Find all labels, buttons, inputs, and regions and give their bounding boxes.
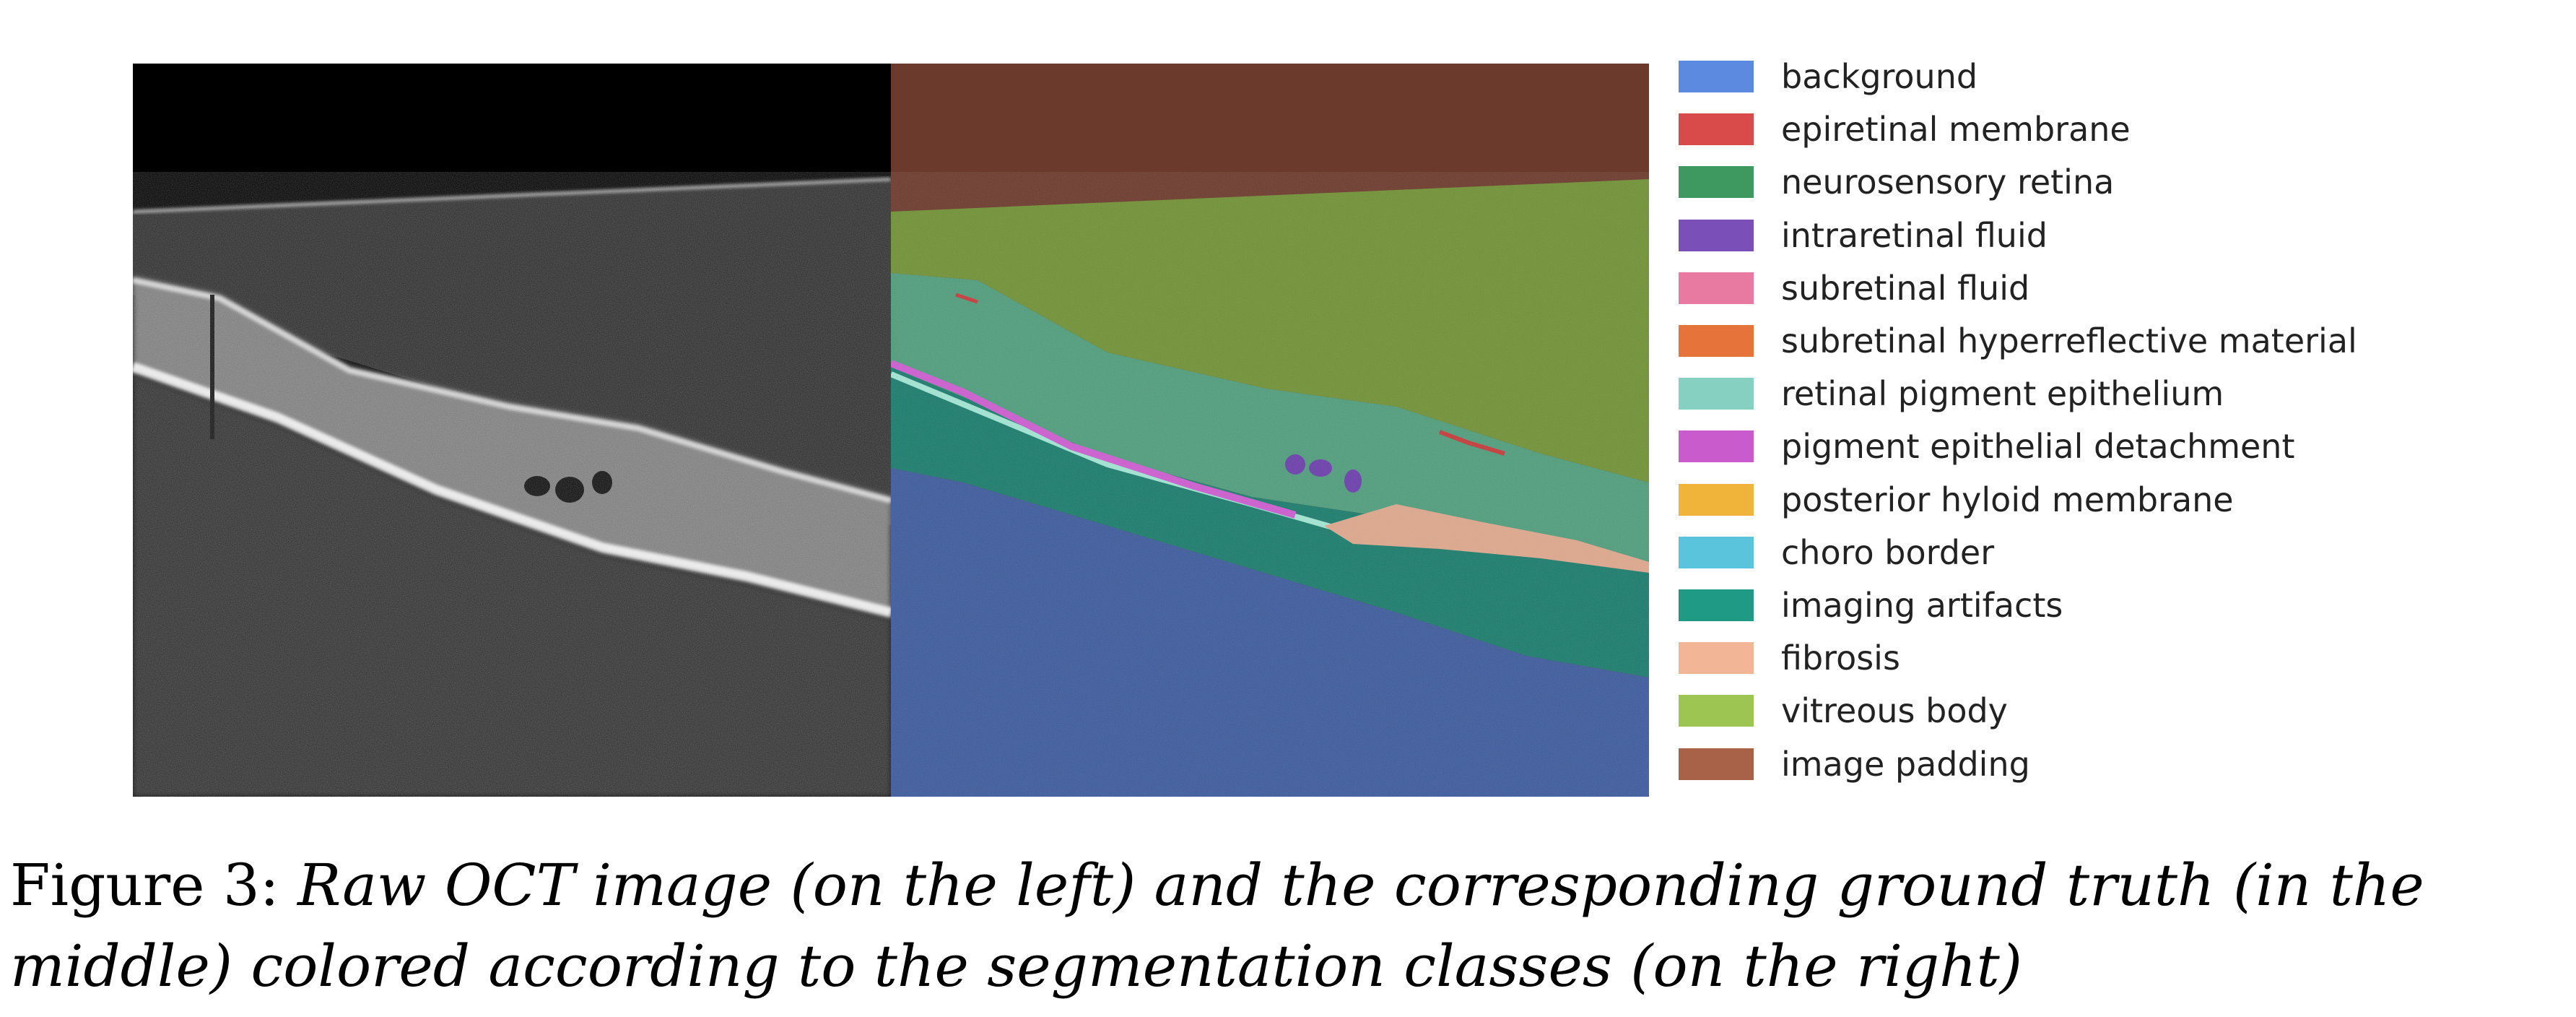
legend-swatch [1679, 483, 1754, 516]
legend-item: neurosensory retina [1679, 163, 2559, 205]
legend-item: image padding [1679, 745, 2559, 787]
legend-label: neurosensory retina [1781, 163, 2115, 202]
legend-item: subretinal fluid [1679, 269, 2559, 311]
ground-truth-segmentation [891, 64, 1649, 797]
legend-swatch [1679, 378, 1754, 410]
legend-swatch [1679, 430, 1754, 463]
legend-item: fibrosis [1679, 639, 2559, 681]
legend-label: choro border [1781, 532, 1995, 572]
legend-swatch [1679, 166, 1754, 199]
segmentation-legend: background epiretinal membrane neurosensor… [1679, 58, 2567, 787]
legend-item: intraretinal fluid [1679, 217, 2559, 259]
legend-item: imaging artifacts [1679, 587, 2559, 628]
raw-speckle [133, 172, 891, 797]
gt-speckle [891, 172, 1649, 797]
legend-item: epiretinal membrane [1679, 111, 2559, 152]
legend-swatch [1679, 642, 1754, 675]
legend-label: background [1781, 57, 1978, 96]
legend-label: subretinal fluid [1781, 268, 2030, 308]
figure-caption-text: Raw OCT image (on the left) and the corr… [10, 852, 2424, 1000]
legend-item: retinal pigment epithelium [1679, 375, 2559, 417]
legend-item: background [1679, 58, 2559, 100]
legend-item: vitreous body [1679, 692, 2559, 734]
legend-label: retinal pigment epithelium [1781, 374, 2224, 414]
legend-label: epiretinal membrane [1781, 110, 2131, 150]
legend-swatch [1679, 61, 1754, 92]
legend-label: imaging artifacts [1781, 586, 2063, 625]
legend-swatch [1679, 272, 1754, 304]
raw-oct-image [133, 64, 891, 797]
legend-item: posterior hyloid membrane [1679, 481, 2559, 523]
legend-item: choro border [1679, 534, 2559, 576]
legend-label: pigment epithelial detachment [1781, 427, 2295, 467]
legend-item: pigment epithelial detachment [1679, 428, 2559, 469]
legend-swatch [1679, 695, 1754, 727]
legend-swatch [1679, 113, 1754, 146]
legend-swatch [1679, 325, 1754, 357]
legend-swatch [1679, 748, 1754, 780]
legend-item: subretinal hyperreflective material [1679, 322, 2559, 364]
legend-swatch [1679, 536, 1754, 568]
legend-label: image padding [1781, 744, 2030, 784]
figure-label: Figure 3: [10, 852, 279, 919]
legend-label: subretinal hyperreflective material [1781, 321, 2357, 360]
legend-label: intraretinal fluid [1781, 215, 2048, 255]
legend-swatch [1679, 219, 1754, 251]
figure-caption: Figure 3: Raw OCT image (on the left) an… [10, 845, 2566, 1007]
legend-label: vitreous body [1781, 691, 2008, 731]
legend-label: posterior hyloid membrane [1781, 480, 2234, 519]
legend-label: fibrosis [1781, 639, 1900, 678]
legend-swatch [1679, 589, 1754, 621]
